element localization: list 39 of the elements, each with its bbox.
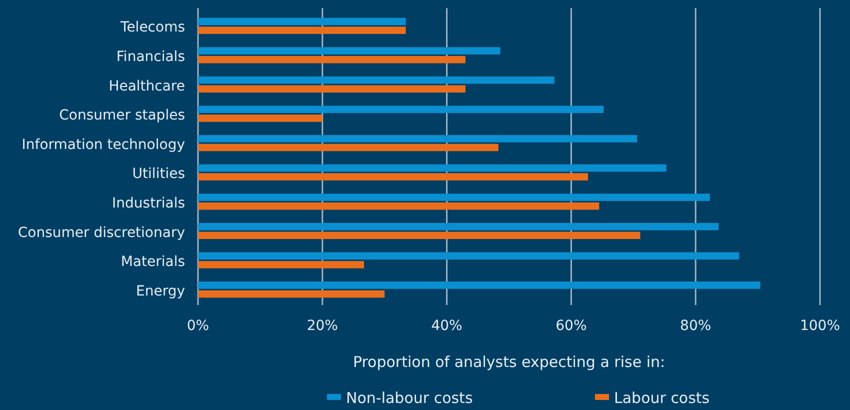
y-tick-label: Utilities [132, 166, 185, 182]
y-tick-label: Industrials [112, 195, 185, 212]
x-tick-label: 100% [800, 318, 840, 334]
y-tick-label: Materials [120, 254, 185, 270]
bar [198, 144, 498, 152]
y-tick-label: Energy [136, 283, 185, 300]
bar [198, 173, 588, 180]
bar [198, 114, 322, 122]
y-tick-label: Healthcare [108, 78, 185, 94]
bar [198, 56, 466, 64]
bar [198, 252, 740, 260]
bar [198, 47, 500, 54]
bar [198, 290, 385, 298]
y-tick-label: Financials [116, 48, 185, 65]
bar [198, 232, 640, 240]
legend-label: Labour costs [614, 389, 710, 407]
y-tick-label: Consumer staples [59, 108, 185, 124]
y-tick-label: Information technology [22, 136, 185, 153]
x-tick-label: 80% [680, 318, 712, 334]
bar [198, 135, 638, 142]
x-tick-label: 40% [431, 318, 462, 334]
bar [198, 106, 604, 114]
x-tick-label: 0% [186, 318, 210, 334]
bar [198, 85, 466, 93]
x-tick-label: 20% [306, 318, 338, 334]
bar [198, 222, 719, 230]
legend-label: Non-labour costs [346, 389, 473, 407]
bar [198, 202, 600, 210]
bar [198, 261, 364, 268]
bar [198, 282, 760, 289]
y-tick-label: Telecoms [120, 20, 185, 36]
y-tick-label: Consumer discretionary [18, 224, 185, 241]
x-tick-label: 60% [556, 318, 587, 334]
bar [198, 76, 554, 84]
bar [198, 164, 666, 172]
bar [198, 26, 406, 34]
bar [198, 18, 406, 26]
bar [198, 194, 710, 201]
x-axis-title: Proportion of analysts expecting a rise in: [352, 353, 666, 371]
